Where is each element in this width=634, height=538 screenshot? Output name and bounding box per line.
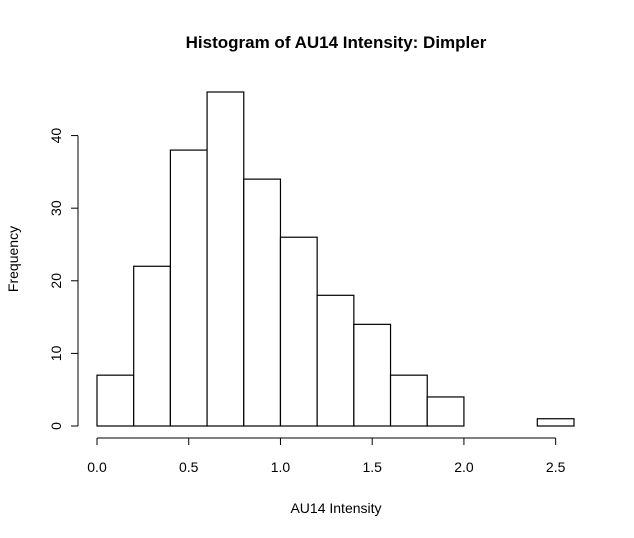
x-tick-label: 1.5 <box>362 459 382 475</box>
y-tick-label: 40 <box>48 128 64 144</box>
x-tick-label: 2.0 <box>454 459 474 475</box>
chart-title: Histogram of AU14 Intensity: Dimpler <box>186 33 487 52</box>
x-tick-label: 1.0 <box>271 459 291 475</box>
histogram-bar <box>243 178 282 427</box>
x-tick-label: 0.5 <box>179 459 199 475</box>
histogram-bar <box>206 91 245 427</box>
y-axis-label: Frequency <box>5 226 21 292</box>
histogram-bar <box>169 149 208 427</box>
x-tick-label: 2.5 <box>546 459 566 475</box>
y-tick-label: 30 <box>48 200 64 216</box>
histogram-bar <box>536 418 575 427</box>
y-tick-label: 20 <box>48 273 64 289</box>
y-axis: 0 10 20 30 40 <box>48 128 79 430</box>
histogram-bar <box>316 294 355 427</box>
x-tick-label: 0.0 <box>87 459 107 475</box>
histogram-bar <box>279 236 318 427</box>
y-tick-label: 10 <box>48 345 64 361</box>
histogram-bar <box>353 323 392 427</box>
histogram-bar <box>426 396 465 427</box>
x-axis: 0.0 0.5 1.0 1.5 2.0 2.5 <box>87 437 566 475</box>
histogram-bar <box>389 374 428 427</box>
histogram-bar <box>96 374 135 427</box>
x-axis-label: AU14 Intensity <box>290 500 381 516</box>
histogram-bar <box>133 265 171 427</box>
y-tick-label: 0 <box>48 422 64 430</box>
bars-group <box>96 91 575 427</box>
